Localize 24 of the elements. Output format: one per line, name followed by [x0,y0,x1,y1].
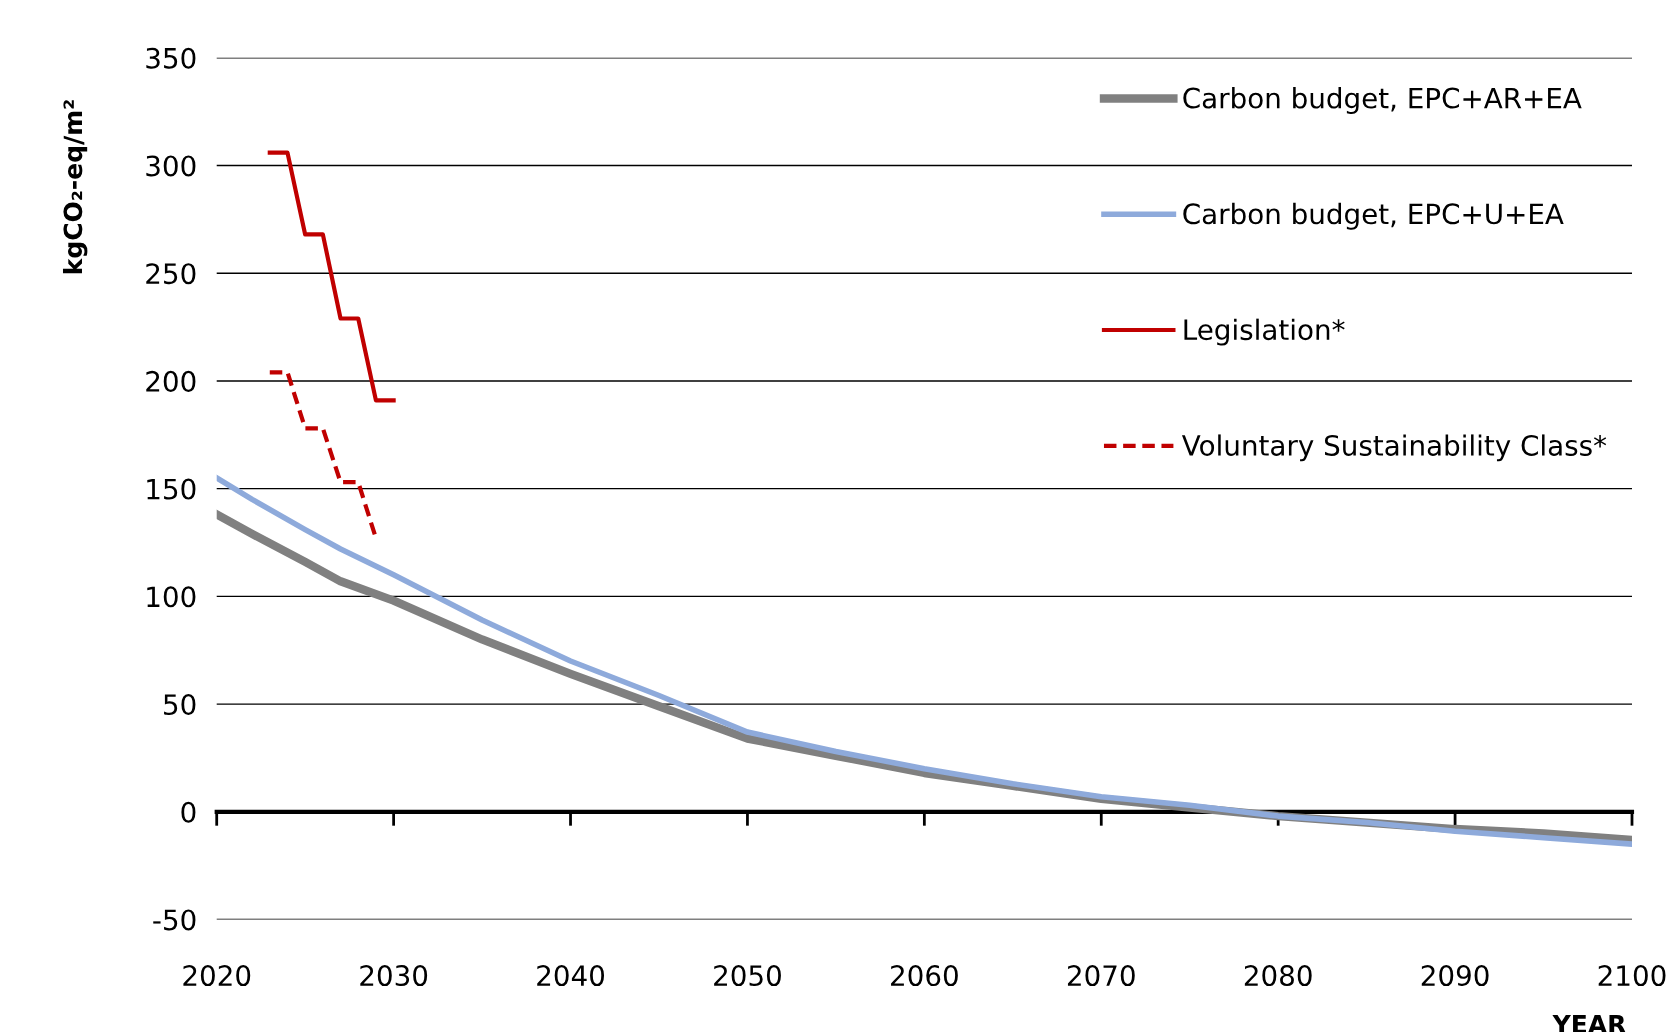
line-series [267,150,396,403]
legend-label: Carbon budget, EPC+AR+EA [1183,87,1582,114]
x-tick-label: 2060 [891,965,958,987]
legend-label: Carbon budget, EPC+U+EA [1183,202,1564,230]
x-tick-label: 2050 [714,965,781,987]
x-tick-label: 2040 [537,965,605,987]
y-tick-label: 200 [146,370,196,392]
x-tick-label: 2020 [183,965,251,987]
x-tick-label: 2090 [1421,965,1489,987]
x-tick-label: 2030 [360,965,428,987]
y-tick-label: 150 [147,478,196,500]
y-tick-label: 100 [147,586,196,608]
y-axis-title: kgCO₂-eq/m² [62,100,88,274]
x-tick-label: 2070 [1067,965,1135,987]
legend-label: Legislation* [1184,318,1345,346]
y-tick-label: 300 [146,155,196,177]
x-tick-label: 2080 [1244,965,1312,987]
y-tick-label: 0 [181,801,196,823]
y-tick-label: 350 [146,47,196,69]
legend-label: Voluntary Sustainability Class* [1181,434,1607,462]
y-tick-label: 50 [164,694,196,716]
y-tick-label: 250 [146,263,196,285]
x-tick-label: 2100 [1598,965,1666,987]
y-tick-label: -50 [153,909,196,931]
